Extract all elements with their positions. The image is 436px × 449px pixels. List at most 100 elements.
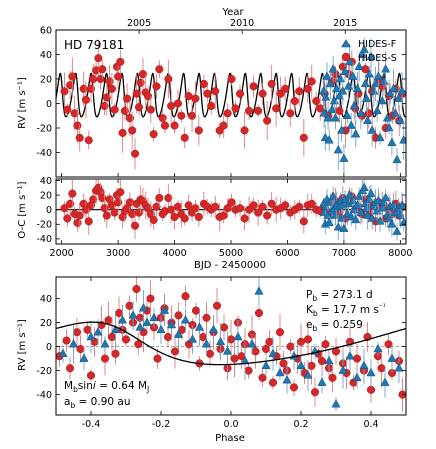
data-point-hides-f [325, 78, 335, 88]
data-point-hides-s [152, 82, 161, 91]
data-point-hides-s [121, 335, 131, 344]
data-point-hides-s [289, 383, 299, 392]
y-tick-label: 60 [40, 25, 52, 36]
data-point-hides-s [258, 202, 267, 211]
y-tick-label: -20 [36, 366, 52, 377]
data-point-hides-s [203, 89, 212, 98]
data-point-hides-s [194, 126, 203, 135]
data-point-hides-s [70, 109, 79, 118]
data-point-hides-s [312, 97, 321, 106]
phased-ylabel: RV [m s⁻¹] [17, 319, 28, 371]
data-point-hides-s [128, 126, 137, 135]
data-point-hides-f [100, 339, 110, 348]
data-point-hides-s [173, 99, 182, 108]
data-point-hides-f [345, 351, 355, 360]
data-point-hides-s [272, 104, 281, 113]
data-point-hides-s [174, 311, 183, 320]
data-point-hides-s [65, 364, 75, 373]
data-point-hides-f [68, 339, 79, 348]
data-point-hides-s [111, 349, 120, 358]
data-point-hides-s [68, 72, 77, 81]
data-point-hides-f [180, 315, 191, 324]
data-point-hides-s [62, 336, 71, 345]
star-name: HD 79181 [64, 38, 124, 52]
data-point-hides-s [149, 130, 158, 139]
data-point-hides-f [330, 113, 340, 122]
planet-mass-label: Mbsini = 0.64 MJ [64, 380, 149, 394]
data-point-hides-f [323, 210, 333, 219]
x-tick-label: 2000 [50, 248, 74, 259]
data-point-hides-s [170, 121, 179, 130]
data-point-hides-f [282, 375, 292, 384]
data-point-hides-s [191, 306, 201, 315]
data-point-hides-f [395, 115, 405, 124]
data-point-hides-f [342, 208, 352, 218]
data-point-hides-f [128, 310, 138, 319]
data-point-hides-f [322, 71, 332, 80]
data-point-hides-s [180, 133, 189, 142]
data-point-hides-f [356, 207, 366, 216]
data-point-hides-s [219, 211, 228, 220]
data-point-hides-f [233, 331, 243, 341]
data-point-hides-s [263, 116, 272, 125]
phased-axes: -40 -20 0 20 40 -0.4 -0.2 0.0 0.2 0.4 [36, 276, 407, 430]
data-point-hides-s [160, 121, 170, 130]
y-tick-label: -20 [36, 123, 52, 134]
semi-amplitude-param: Kb = 17.7 m s⁻¹ [306, 302, 386, 318]
data-point-hides-f [328, 64, 338, 73]
legend-marker-hides-s [341, 52, 351, 62]
data-point-hides-s [60, 87, 69, 96]
x-tick-label: 0.2 [293, 419, 308, 430]
data-point-hides-s [227, 198, 236, 207]
data-point-hides-s [125, 301, 134, 310]
data-point-hides-s [184, 201, 193, 210]
data-point-hides-s [267, 199, 276, 208]
data-point-hides-s [76, 344, 85, 354]
data-point-hides-s [254, 308, 264, 318]
data-point-hides-s [258, 373, 267, 382]
data-point-hides-s [86, 371, 96, 380]
data-point-hides-f [359, 44, 369, 53]
residuals-ylabel: O-C [m s⁻¹] [17, 181, 28, 238]
data-point-hides-f [324, 217, 334, 227]
data-point-hides-s [245, 106, 254, 115]
data-point-hides-s [299, 133, 308, 142]
data-point-hides-f [173, 329, 184, 338]
data-point-hides-s [202, 313, 211, 322]
data-point-hides-s [310, 388, 320, 397]
data-point-hides-s [219, 323, 229, 332]
phased-panel: -40 -20 0 20 40 -0.4 -0.2 0.0 0.2 0.4 Phase RV [m… [17, 276, 407, 444]
data-point-hides-f [366, 51, 376, 61]
data-point-hides-f [387, 353, 397, 362]
data-point-hides-f [58, 348, 68, 358]
data-point-hides-f [194, 322, 205, 331]
data-point-hides-s [295, 87, 304, 96]
data-point-hides-s [153, 354, 162, 363]
data-point-hides-s [244, 366, 253, 375]
data-point-hides-f [268, 348, 278, 358]
data-point-hides-s [258, 89, 267, 98]
data-point-hides-s [72, 328, 82, 337]
x-tick-label: 0.4 [363, 419, 378, 430]
data-point-hides-f [296, 360, 306, 370]
data-point-hides-f [344, 189, 355, 199]
x-tick-label: -0.2 [152, 419, 171, 430]
data-point-hides-f [340, 66, 350, 75]
data-point-hides-f [93, 327, 103, 336]
data-point-hides-s [295, 202, 304, 211]
data-point-hides-f [346, 211, 356, 221]
data-point-hides-s [167, 101, 176, 110]
top-x-tick-label: 2010 [230, 18, 254, 29]
data-point-hides-f [346, 120, 356, 129]
data-point-hides-f [366, 188, 376, 197]
data-point-hides-s [296, 337, 306, 346]
data-point-hides-s [132, 89, 141, 98]
x-tick-label: 0.0 [223, 419, 238, 430]
data-point-hides-s [268, 378, 278, 387]
y-tick-label: 40 [40, 50, 52, 61]
data-point-hides-s [307, 361, 316, 370]
data-point-hides-s [107, 332, 117, 342]
data-point-hides-f [359, 182, 369, 192]
data-point-hides-s [149, 215, 158, 224]
